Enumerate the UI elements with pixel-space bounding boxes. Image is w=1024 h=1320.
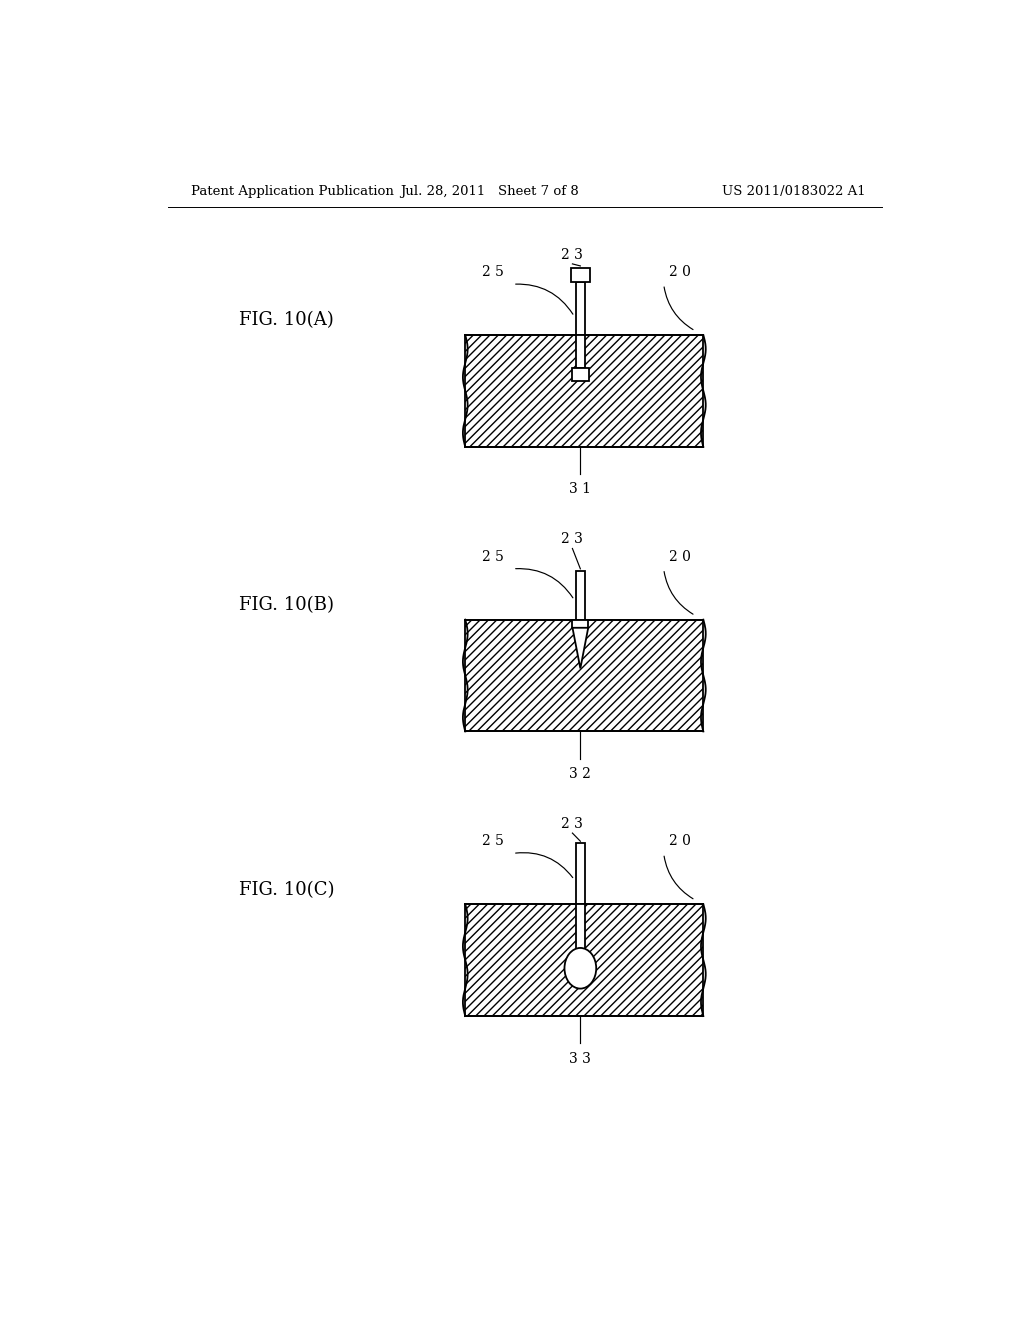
Bar: [571, 367, 589, 380]
Text: 3 1: 3 1: [569, 482, 591, 496]
Bar: [575, 570, 585, 619]
Bar: [570, 268, 590, 282]
Bar: [575, 282, 585, 335]
Text: 3 3: 3 3: [569, 1052, 591, 1065]
Bar: [575, 843, 585, 904]
Text: US 2011/0183022 A1: US 2011/0183022 A1: [722, 185, 866, 198]
Text: FIG. 10(A): FIG. 10(A): [240, 312, 334, 330]
Polygon shape: [572, 628, 588, 668]
Text: 3 2: 3 2: [569, 767, 591, 781]
Text: 2 5: 2 5: [482, 265, 504, 279]
Text: 2 5: 2 5: [482, 834, 504, 849]
Text: 2 0: 2 0: [669, 834, 690, 849]
Bar: [465, 619, 703, 731]
Bar: [465, 904, 703, 1016]
Bar: [465, 335, 703, 447]
Text: 2 3: 2 3: [561, 248, 584, 261]
Text: Jul. 28, 2011   Sheet 7 of 8: Jul. 28, 2011 Sheet 7 of 8: [399, 185, 579, 198]
Text: 2 0: 2 0: [669, 549, 690, 564]
Text: 2 5: 2 5: [482, 549, 504, 564]
Text: 2 3: 2 3: [561, 817, 584, 832]
Bar: [572, 619, 588, 628]
Text: 2 0: 2 0: [669, 265, 690, 279]
Text: 2 3: 2 3: [561, 532, 584, 546]
Text: FIG. 10(C): FIG. 10(C): [240, 880, 335, 899]
Bar: [575, 335, 585, 367]
Circle shape: [564, 948, 596, 989]
Text: Patent Application Publication: Patent Application Publication: [191, 185, 394, 198]
Text: FIG. 10(B): FIG. 10(B): [240, 597, 334, 614]
Bar: [575, 904, 585, 956]
